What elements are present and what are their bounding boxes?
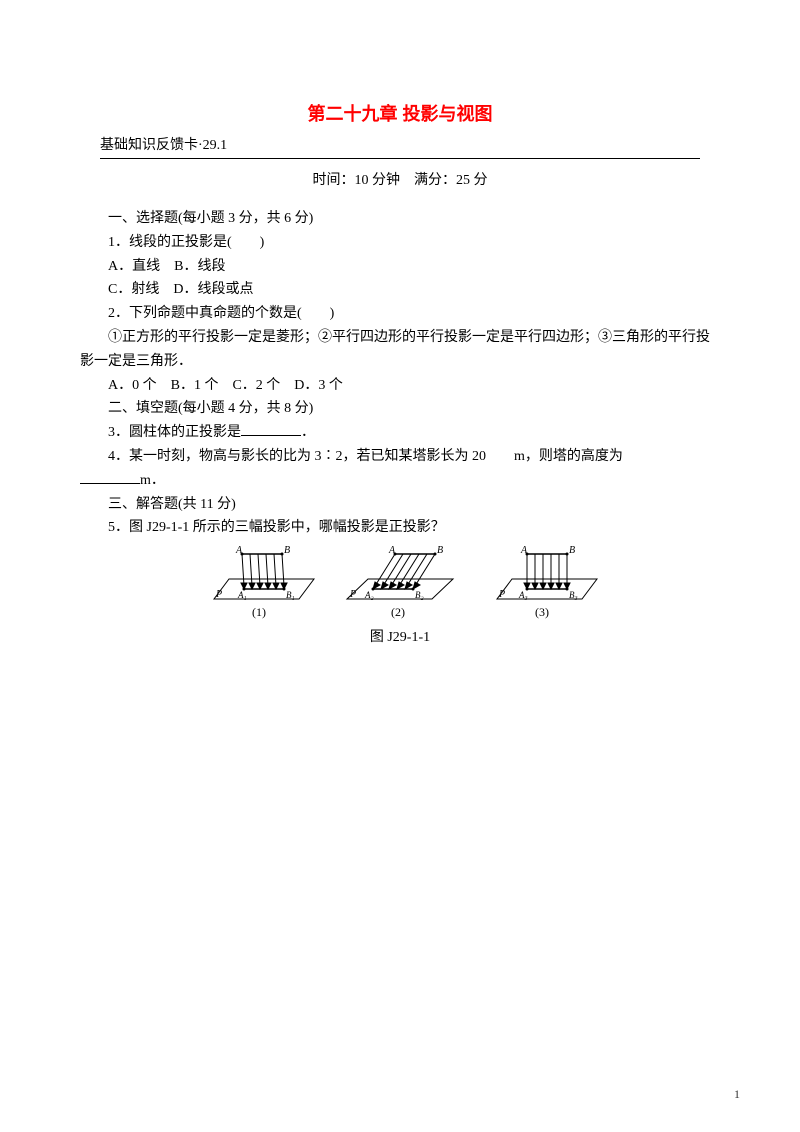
label-A3: A₃ (518, 590, 528, 600)
figure-row: A B P A₁ B₁ (1) (80, 544, 720, 624)
blank-1 (241, 422, 301, 436)
question-2-body: ①正方形的平行投影一定是菱形；②平行四边形的平行投影一定是平行四边形；③三角形的… (80, 326, 720, 374)
figure-3: A B P A₃ B₃ (3) (477, 544, 607, 624)
label-B1: B₁ (286, 590, 295, 600)
subtitle: 基础知识反馈卡·29.1 (80, 134, 720, 154)
q3-post: ． (301, 425, 315, 440)
section2-header: 二、填空题(每小题 4 分，共 8 分) (80, 397, 720, 421)
question-2: 2．下列命题中真命题的个数是( ) (80, 302, 720, 326)
label-n2: (2) (391, 605, 405, 619)
page-number: 1 (734, 1087, 740, 1102)
figure-1: A B P A₁ B₁ (1) (194, 544, 324, 624)
q3-pre: 3．圆柱体的正投影是 (108, 425, 241, 440)
label-P: P (215, 589, 222, 600)
question-2-options: A．0 个 B．1 个 C．2 个 D．3 个 (80, 374, 720, 398)
content-body: 一、选择题(每小题 3 分，共 6 分) 1．线段的正投影是( ) A．直线 B… (80, 207, 720, 650)
figure-2: A B P A₂ B₂ (2) (335, 544, 465, 624)
chapter-title: 第二十九章 投影与视图 (80, 100, 720, 126)
label-A2: A₂ (364, 590, 374, 600)
question-1-options-ab: A．直线 B．线段 (80, 255, 720, 279)
question-1-options-cd: C．射线 D．线段或点 (80, 278, 720, 302)
question-5: 5．图 J29-1-1 所示的三幅投影中，哪幅投影是正投影？ (80, 516, 720, 540)
label-B: B (284, 545, 290, 556)
label-A1: A₁ (237, 590, 247, 600)
label-A: A (388, 545, 396, 556)
question-1: 1．线段的正投影是( ) (80, 231, 720, 255)
section1-header: 一、选择题(每小题 3 分，共 6 分) (80, 207, 720, 231)
section3-header: 三、解答题(共 11 分) (80, 493, 720, 517)
label-B3: B₃ (569, 590, 578, 600)
label-B: B (569, 545, 575, 556)
label-n3: (3) (535, 605, 549, 619)
label-B: B (437, 545, 443, 556)
time-score: 时间：10 分钟 满分：25 分 (80, 169, 720, 189)
question-4: 4．某一时刻，物高与影长的比为 3∶2，若已知某塔影长为 20 m，则塔的高度为 (80, 445, 720, 469)
question-3: 3．圆柱体的正投影是 ． (80, 421, 720, 445)
label-n1: (1) (252, 605, 266, 619)
figure-caption: 图 J29-1-1 (80, 626, 720, 650)
label-A: A (235, 545, 243, 556)
divider (100, 158, 700, 159)
question-4-line2: m． (80, 469, 720, 493)
label-A: A (520, 545, 528, 556)
label-P: P (498, 589, 505, 600)
label-B2: B₂ (415, 590, 424, 600)
blank-2 (80, 470, 140, 484)
label-P: P (349, 589, 356, 600)
q4-unit: m． (140, 473, 165, 488)
